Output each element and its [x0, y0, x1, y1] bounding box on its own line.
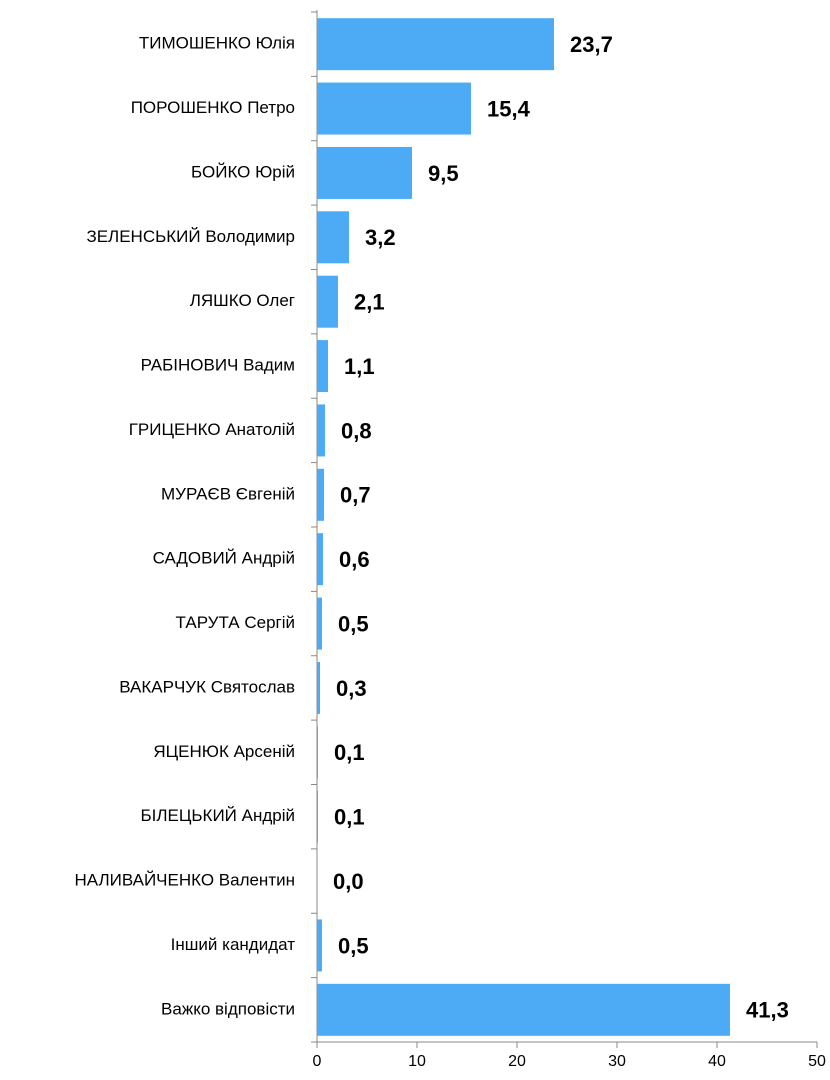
category-label: ЯЦЕНЮК Арсеній — [153, 742, 295, 761]
bar — [317, 211, 349, 264]
category-label: ПОРОШЕНКО Петро — [131, 98, 295, 117]
value-label: 41,3 — [746, 998, 789, 1023]
value-label: 23,7 — [570, 32, 613, 57]
x-tick-label: 20 — [508, 1053, 526, 1070]
category-label: ТИМОШЕНКО Юлія — [139, 34, 295, 53]
x-tick-label: 0 — [313, 1053, 322, 1070]
category-label: Важко відповісти — [161, 999, 295, 1018]
category-label: ТАРУТА Сергій — [176, 613, 295, 632]
value-label: 0,6 — [339, 547, 370, 572]
category-label: МУРАЄВ Євгеній — [161, 484, 295, 503]
value-label: 9,5 — [428, 161, 459, 186]
category-label: БОЙКО Юрій — [191, 162, 295, 181]
value-label: 0,5 — [338, 611, 369, 636]
value-label: 0,1 — [334, 805, 365, 830]
x-tick-label: 10 — [408, 1053, 426, 1070]
value-label: 0,5 — [338, 933, 369, 958]
category-label: САДОВИЙ Андрій — [153, 549, 295, 568]
value-label: 0,0 — [333, 869, 364, 894]
bar — [317, 468, 324, 521]
bar — [317, 82, 471, 135]
bar — [317, 146, 412, 199]
x-tick-label: 40 — [708, 1053, 726, 1070]
value-label: 2,1 — [354, 290, 385, 315]
bar — [317, 790, 318, 843]
category-label: ЗЕЛЕНСЬКИЙ Володимир — [86, 227, 295, 246]
category-label: ЛЯШКО Олег — [190, 291, 295, 310]
bar — [317, 340, 328, 393]
category-label: НАЛИВАЙЧЕНКО Валентин — [74, 871, 295, 890]
value-label: 0,3 — [336, 676, 367, 701]
bar — [317, 404, 325, 457]
x-tick-label: 30 — [608, 1053, 626, 1070]
bar — [317, 597, 322, 650]
bar — [317, 18, 554, 71]
bar — [317, 661, 320, 714]
category-label: ВАКАРЧУК Святослав — [119, 677, 295, 696]
value-label: 0,1 — [334, 740, 365, 765]
value-label: 3,2 — [365, 225, 396, 250]
category-label: БІЛЕЦЬКИЙ Андрій — [140, 806, 295, 825]
bar — [317, 275, 338, 328]
value-label: 15,4 — [487, 96, 531, 121]
value-label: 0,7 — [340, 483, 371, 508]
category-label: РАБІНОВИЧ Вадим — [141, 356, 295, 375]
bar — [317, 726, 318, 779]
x-tick-label: 50 — [808, 1053, 826, 1070]
bar — [317, 983, 730, 1036]
category-label: ГРИЦЕНКО Анатолій — [129, 420, 295, 439]
value-label: 0,8 — [341, 418, 372, 443]
value-label: 1,1 — [344, 354, 375, 379]
bar — [317, 533, 323, 586]
bar — [317, 919, 322, 972]
category-label: Інший кандидат — [171, 935, 296, 954]
